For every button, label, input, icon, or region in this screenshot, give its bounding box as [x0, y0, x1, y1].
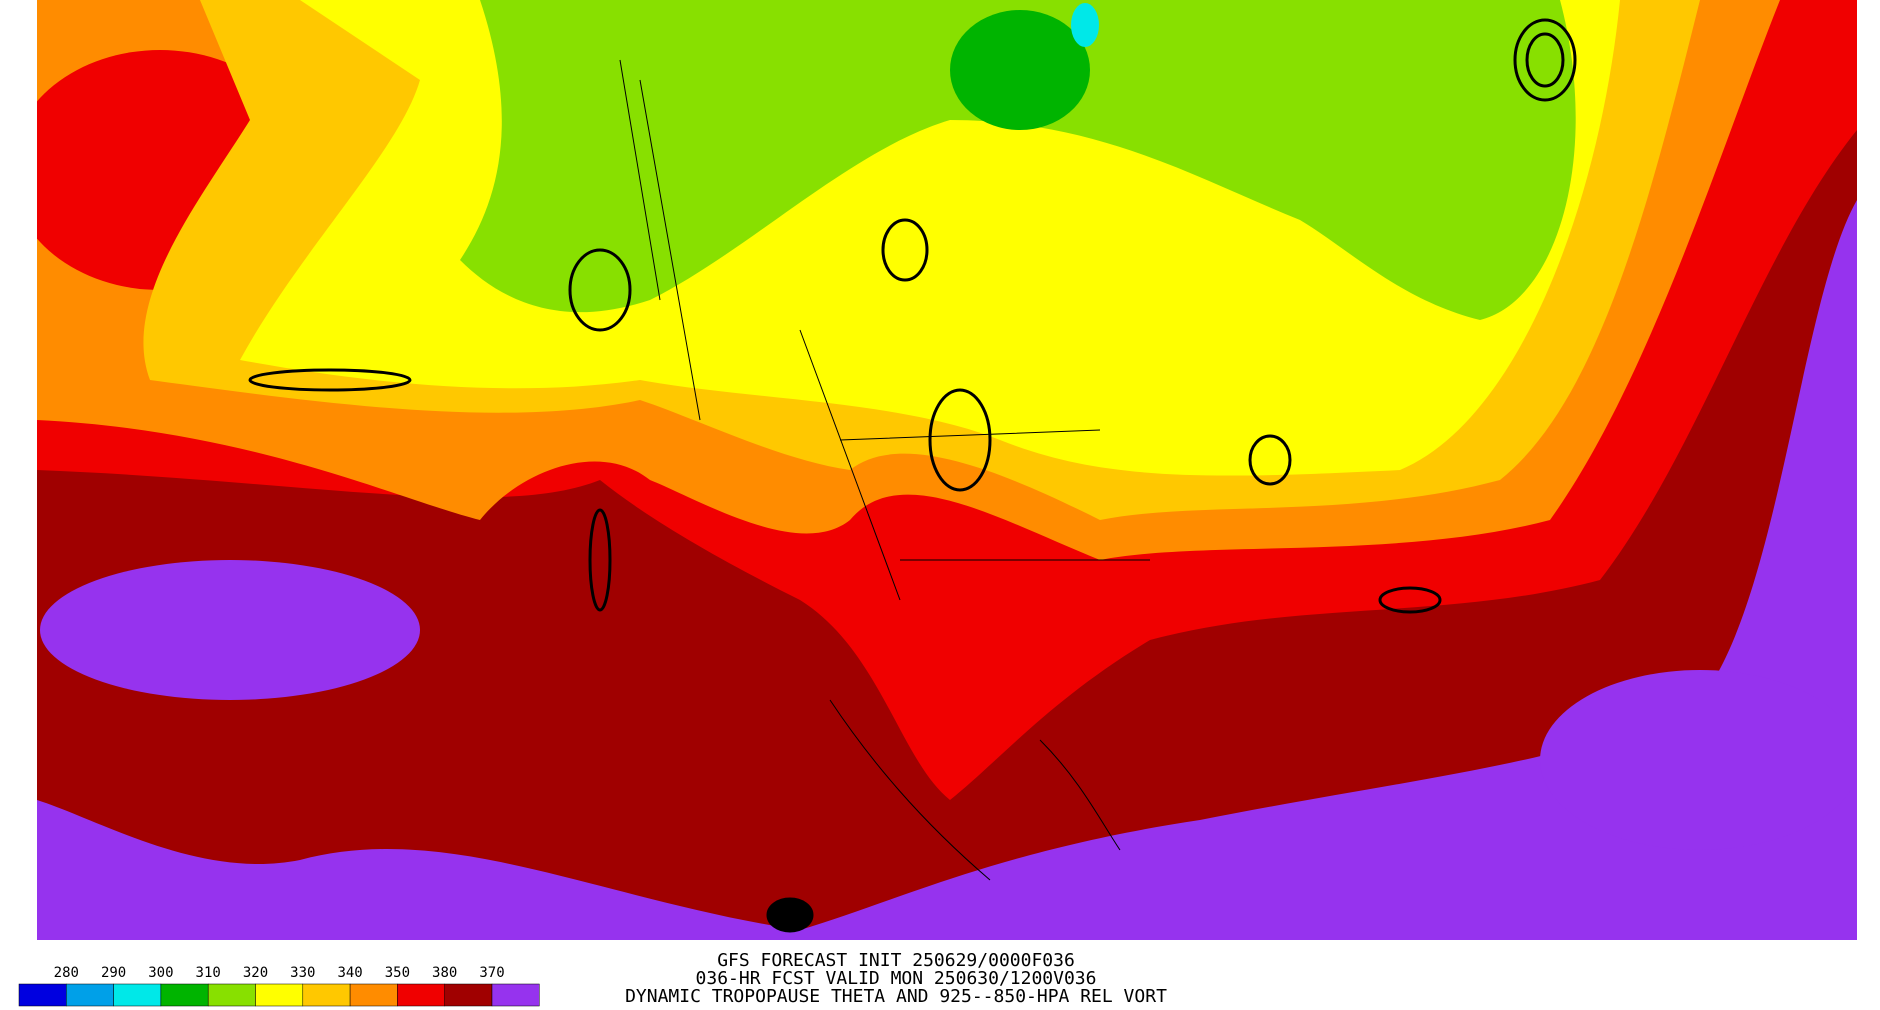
legend-swatch	[491, 983, 540, 1007]
caption-line: GFS FORECAST INIT 250629/0000F036	[717, 950, 1075, 971]
legend-swatch	[113, 983, 162, 1007]
borders	[619, 59, 1150, 881]
theta-300	[950, 10, 1090, 130]
legend-label: 320	[243, 965, 268, 981]
legend-label: 300	[148, 965, 173, 981]
legend-label: 280	[54, 965, 79, 981]
legend-label: 370	[479, 965, 504, 981]
legend-swatch	[207, 983, 256, 1007]
map	[37, 0, 1857, 940]
legend-swatch	[302, 983, 351, 1007]
legend: 280 290 300 310 320 330 340 350 380 370	[18, 965, 540, 1007]
legend-label: 350	[385, 965, 410, 981]
legend-swatch	[349, 983, 398, 1007]
legend-swatch	[66, 983, 114, 1007]
legend-swatch	[160, 983, 209, 1007]
theta-370-patch	[1540, 670, 1857, 850]
theta-370-patch	[40, 560, 420, 700]
caption-line: DYNAMIC TROPOPAUSE THETA AND 925--850-HP…	[625, 986, 1167, 1007]
legend-swatch	[255, 983, 304, 1007]
caption-line: 036-HR FCST VALID MON 250630/1200V036	[696, 968, 1097, 989]
legend-label: 340	[337, 965, 362, 981]
vorticity-contours	[248, 18, 1577, 933]
legend-swatch	[444, 983, 493, 1007]
legend-swatch	[397, 983, 445, 1007]
legend-label: 310	[196, 965, 221, 981]
legend-label: 290	[101, 965, 126, 981]
theta-290	[1071, 3, 1099, 47]
legend-swatch	[18, 983, 67, 1007]
legend-label: 380	[432, 965, 457, 981]
legend-label: 330	[290, 965, 315, 981]
theta-310	[460, 0, 1576, 320]
